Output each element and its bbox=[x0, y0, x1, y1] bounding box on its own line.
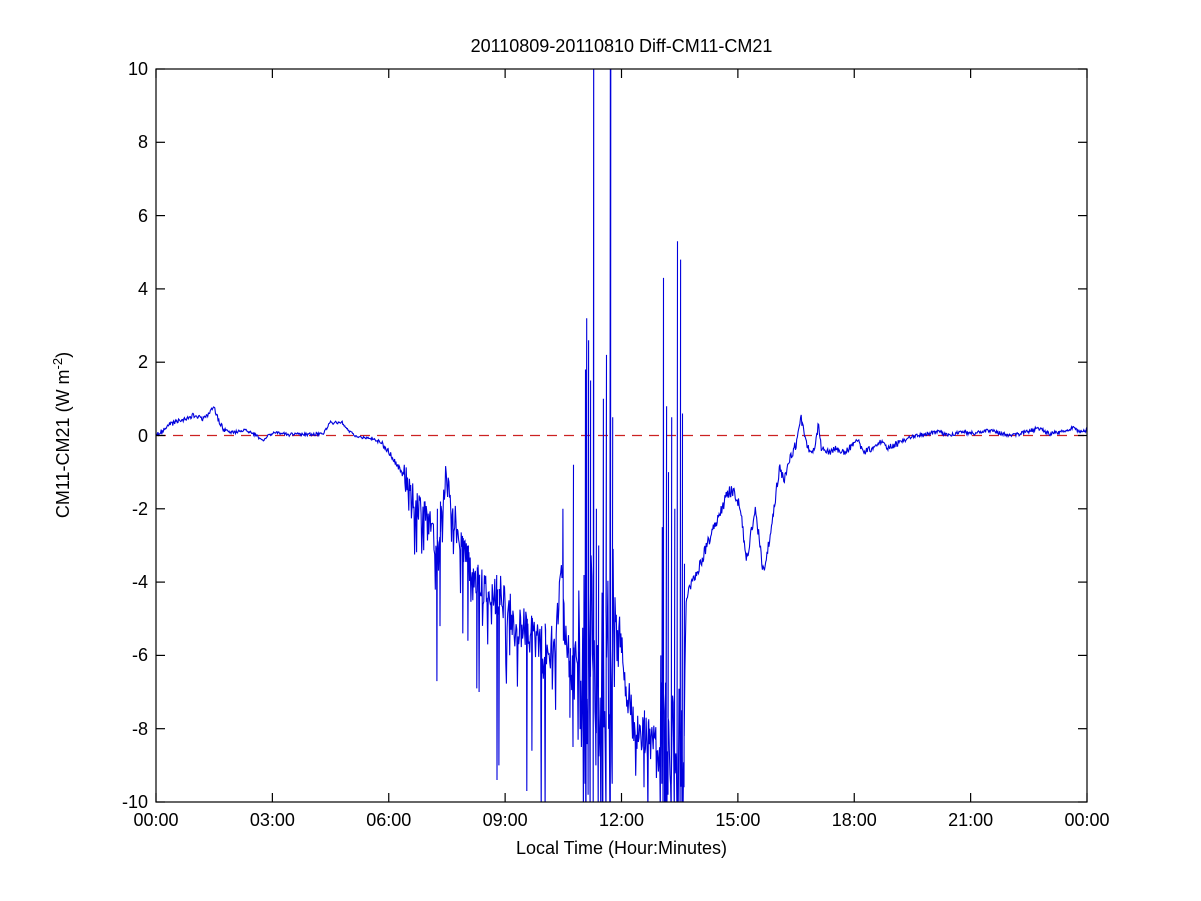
y-axis-label-superscript: -2 bbox=[50, 357, 65, 370]
x-tick-label: 06:00 bbox=[366, 810, 412, 830]
y-tick-label: 2 bbox=[137, 352, 148, 373]
x-tick-label: 21:00 bbox=[948, 810, 994, 830]
y-tick-label: 0 bbox=[137, 425, 148, 446]
x-tick-label: 00:00 bbox=[133, 810, 179, 830]
series-diff-line bbox=[156, 69, 1087, 802]
y-axis-label-text: CM11-CM21 (W m bbox=[53, 369, 73, 519]
chart-title: 20110809-20110810 Diff-CM11-CM21 bbox=[470, 36, 773, 56]
y-tick-label: -2 bbox=[131, 498, 148, 519]
y-tick-label: 10 bbox=[127, 59, 148, 79]
x-tick-label: 00:00 bbox=[1064, 810, 1110, 830]
y-axis-label: CM11-CM21 (W m-2) bbox=[50, 352, 74, 518]
y-axis-label-suffix: ) bbox=[53, 351, 73, 358]
x-axis-label: Local Time (Hour:Minutes) bbox=[515, 838, 728, 858]
x-tick-label: 15:00 bbox=[715, 810, 761, 830]
x-tick-label: 18:00 bbox=[831, 810, 877, 830]
x-tick-label: 03:00 bbox=[249, 810, 295, 830]
y-tick-label: 8 bbox=[137, 132, 148, 153]
y-tick-label: 6 bbox=[137, 205, 148, 226]
y-tick-label: -6 bbox=[131, 645, 148, 666]
x-tick-label: 12:00 bbox=[598, 810, 645, 830]
y-tick-label: -10 bbox=[121, 792, 148, 812]
y-tick-label: -8 bbox=[131, 718, 148, 739]
y-tick-label: -4 bbox=[131, 572, 148, 593]
x-tick-label: 09:00 bbox=[482, 810, 528, 830]
y-tick-label: 4 bbox=[137, 278, 148, 299]
